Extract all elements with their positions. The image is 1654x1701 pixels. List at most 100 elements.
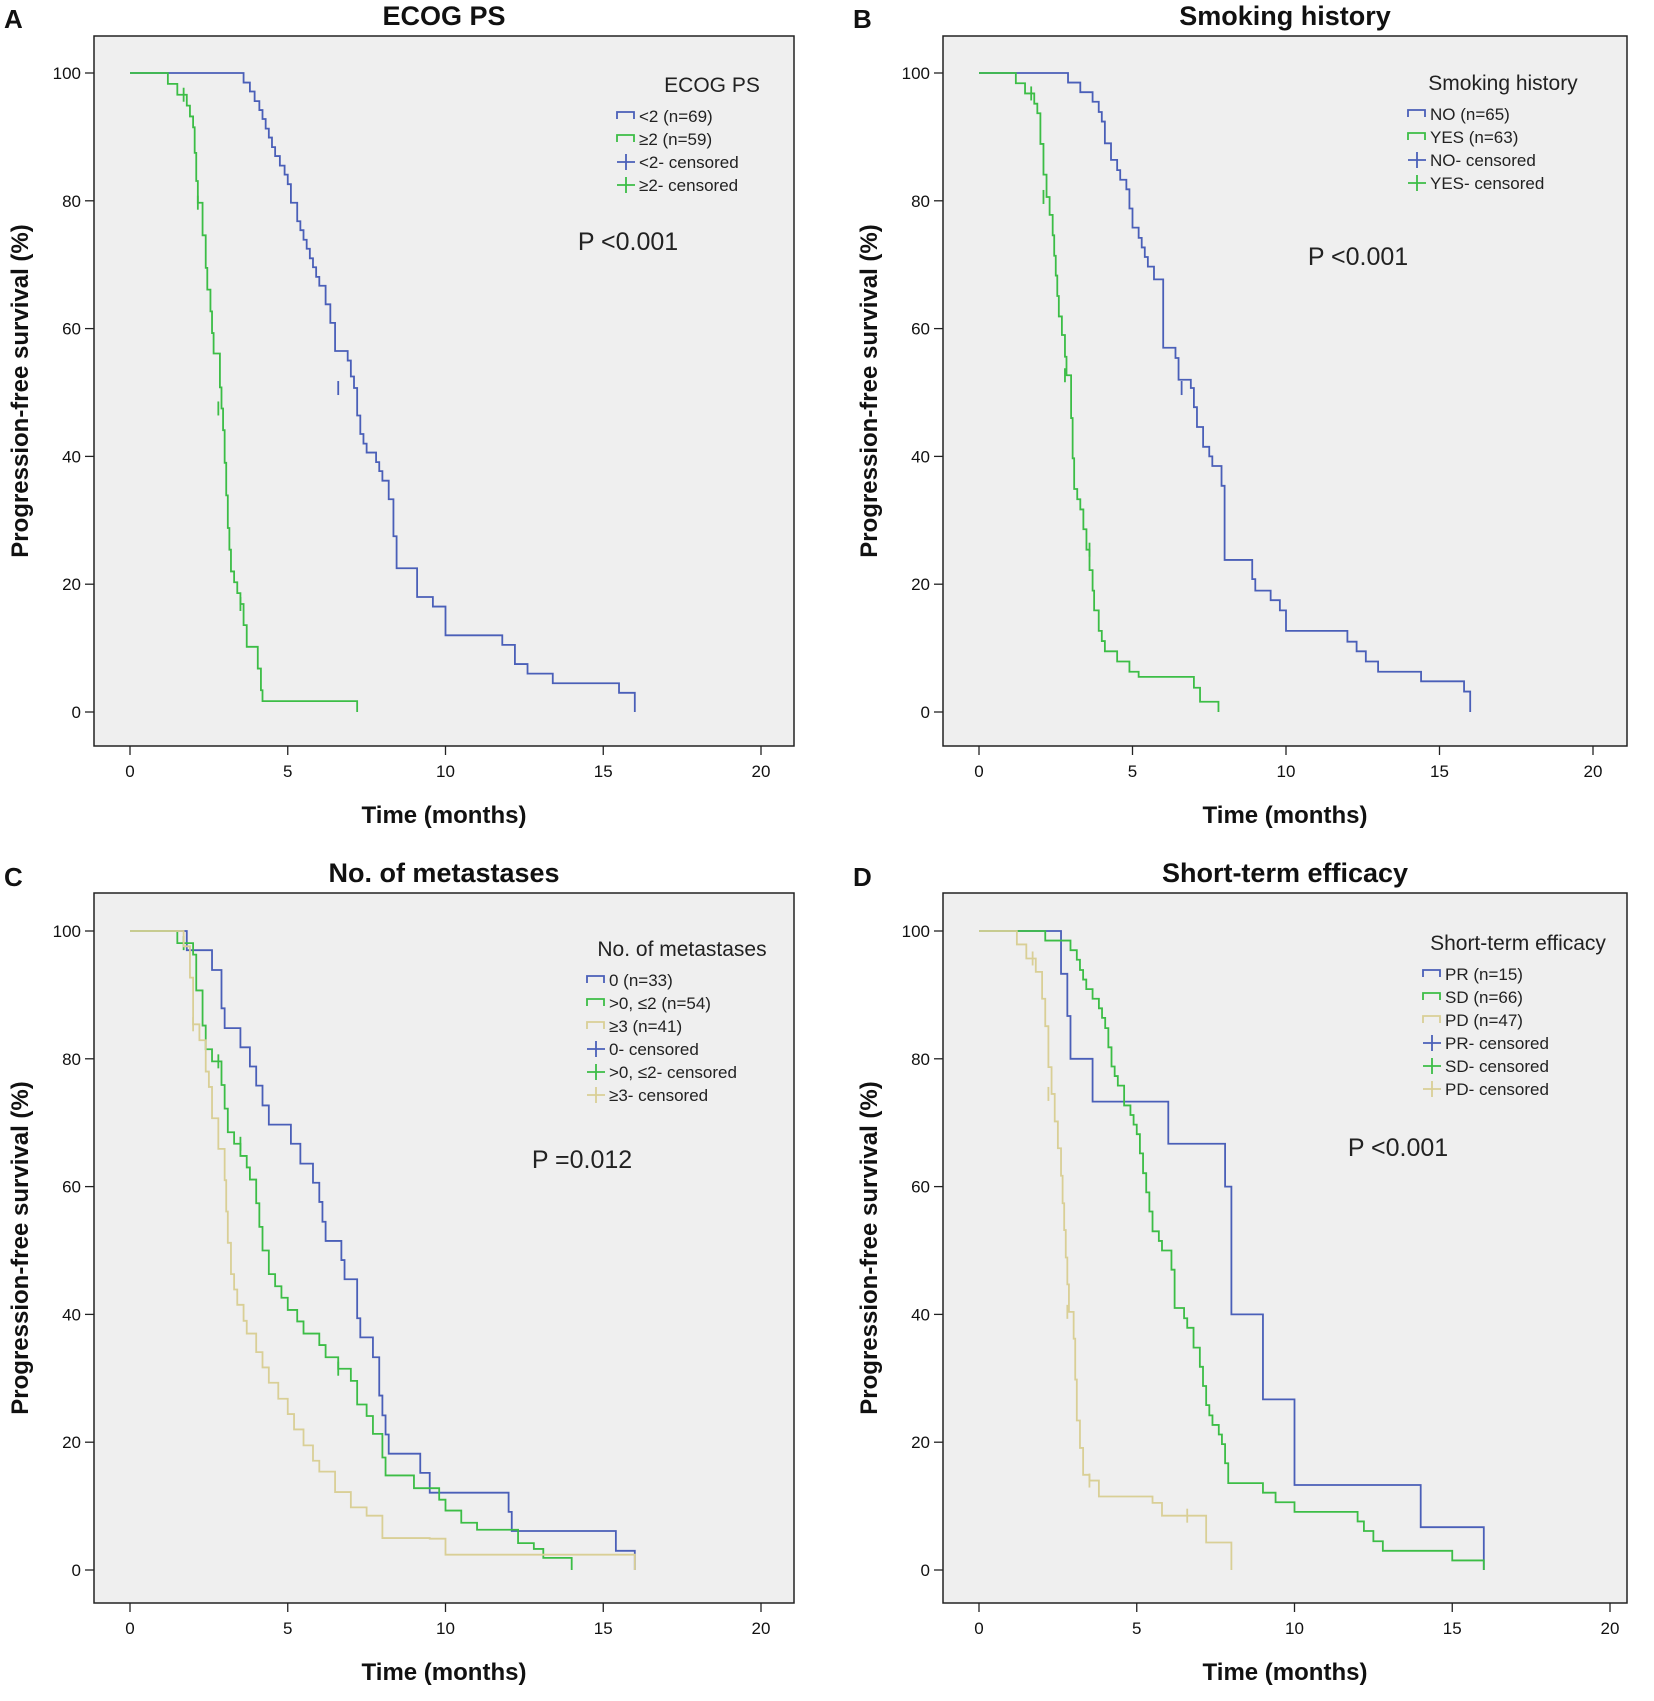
y-tick-label: 20: [62, 575, 81, 594]
y-tick-label: 0: [921, 703, 930, 722]
x-tick-label: 10: [436, 762, 455, 781]
y-tick-label: 60: [911, 1178, 930, 1197]
y-tick-label: 100: [53, 64, 81, 83]
legend-label: >0, ≤2- censored: [609, 1063, 737, 1082]
panel-letter: C: [4, 862, 23, 892]
y-tick-label: 40: [911, 447, 930, 466]
x-tick-label: 5: [1132, 1619, 1141, 1638]
x-tick-label: 10: [1277, 762, 1296, 781]
chart-title: ECOG PS: [382, 1, 505, 31]
y-tick-label: 100: [902, 922, 930, 941]
km-curve-blue: [130, 930, 636, 1570]
x-axis-title: Time (months): [1203, 802, 1368, 829]
y-tick-label: 0: [72, 1561, 81, 1580]
panel-c: C No. of metastases 0 20 40 60 80 100 0 5 10 15 20 Ti…: [4, 858, 795, 1686]
x-tick-label: 20: [752, 762, 771, 781]
y-tick-label: 80: [62, 1050, 81, 1069]
y-tick-label: 80: [62, 192, 81, 211]
chart-title: Short-term efficacy: [1162, 858, 1408, 888]
km-curve-green: [130, 72, 359, 712]
y-axis-title: Progression-free survival (%): [7, 1081, 34, 1414]
panel-a: A ECOG PS 0 20 40 60 80 100 0 5 10 15 20 Time (months…: [4, 1, 795, 829]
x-tick-label: 10: [436, 1619, 455, 1638]
legend-label: NO- censored: [1430, 151, 1536, 170]
y-tick-label: 0: [921, 1561, 930, 1580]
legend-label: YES- censored: [1430, 174, 1544, 193]
legend-label: PD (n=47): [1445, 1011, 1523, 1030]
p-value: P =0.012: [532, 1146, 632, 1174]
legend-label: PD- censored: [1445, 1080, 1549, 1099]
legend-label: <2- censored: [639, 153, 739, 172]
legend-label: ≥3 (n=41): [609, 1017, 682, 1036]
x-tick-label: 0: [125, 762, 134, 781]
y-tick-label: 0: [72, 703, 81, 722]
legend-label: <2 (n=69): [639, 107, 713, 126]
x-tick-label: 15: [1443, 1619, 1462, 1638]
panel-d: D Short-term efficacy 0 20 40 60 80 100 0 5 10 15 20…: [853, 858, 1628, 1686]
legend-label: PR- censored: [1445, 1034, 1549, 1053]
km-curve-blue: [979, 930, 1485, 1570]
x-tick-label: 20: [752, 1619, 771, 1638]
x-tick-label: 15: [1430, 762, 1449, 781]
y-axis-title: Progression-free survival (%): [856, 224, 883, 557]
y-tick-label: 40: [62, 1305, 81, 1324]
chart-title: Smoking history: [1179, 1, 1391, 31]
x-tick-label: 15: [594, 1619, 613, 1638]
legend-swatch-line: [586, 998, 605, 1006]
km-curve-green: [979, 930, 1485, 1570]
plot-area: [942, 35, 1628, 747]
x-tick-label: 5: [1128, 762, 1137, 781]
km-curve-green: [979, 72, 1220, 712]
x-tick-label: 15: [594, 762, 613, 781]
legend-swatch-line: [616, 134, 635, 142]
y-tick-label: 60: [62, 1178, 81, 1197]
panel-letter: A: [4, 4, 23, 34]
legend-swatch-line: [1407, 109, 1426, 117]
legend-swatch-line: [616, 111, 635, 119]
legend-swatch-line: [586, 1021, 605, 1029]
legend-swatch-line: [1422, 992, 1441, 1000]
legend-title: ECOG PS: [664, 74, 760, 97]
plot-area: [93, 35, 795, 747]
y-tick-label: 80: [911, 192, 930, 211]
panel-letter: B: [853, 4, 872, 34]
panel-b: B Smoking history 0 20 40 60 80 100 0 5 10 15 20 Time…: [853, 1, 1628, 829]
plot-area: [942, 892, 1628, 1604]
x-axis-title: Time (months): [362, 802, 527, 829]
y-axis-title: Progression-free survival (%): [856, 1081, 883, 1414]
legend-title: Smoking history: [1428, 72, 1578, 95]
legend-label: 0 (n=33): [609, 971, 673, 990]
x-axis-title: Time (months): [1203, 1659, 1368, 1686]
y-tick-label: 100: [53, 922, 81, 941]
x-tick-label: 0: [974, 1619, 983, 1638]
p-value: P <0.001: [1308, 243, 1408, 271]
legend: ECOG PS <2 (n=69) ≥2 (n=59) <2- censored ≥2-…: [616, 74, 760, 195]
x-tick-label: 5: [283, 1619, 292, 1638]
x-tick-label: 20: [1601, 1619, 1620, 1638]
legend-label: ≥3- censored: [609, 1086, 708, 1105]
legend: Short-term efficacy PR (n=15) SD (n=66) PD …: [1422, 932, 1606, 1099]
y-tick-label: 20: [911, 1433, 930, 1452]
legend: No. of metastases 0 (n=33) >0, ≤2 (n=54) ≥3…: [586, 938, 767, 1105]
x-axis-title: Time (months): [362, 1659, 527, 1686]
legend-swatch-line: [1407, 132, 1426, 140]
km-curve-blue: [130, 72, 636, 712]
legend-title: Short-term efficacy: [1430, 932, 1606, 955]
panel-letter: D: [853, 862, 872, 892]
y-tick-label: 100: [902, 64, 930, 83]
x-tick-label: 0: [974, 762, 983, 781]
y-tick-label: 20: [62, 1433, 81, 1452]
p-value: P <0.001: [578, 228, 678, 256]
y-tick-label: 60: [62, 320, 81, 339]
legend-label: ≥2 (n=59): [639, 130, 712, 149]
y-tick-label: 40: [911, 1305, 930, 1324]
km-curve-beige: [979, 930, 1233, 1570]
x-tick-label: 20: [1584, 762, 1603, 781]
y-tick-label: 60: [911, 320, 930, 339]
y-axis-title: Progression-free survival (%): [7, 224, 34, 557]
legend-swatch-line: [1422, 969, 1441, 977]
plot-area: [93, 892, 795, 1604]
y-tick-label: 40: [62, 447, 81, 466]
